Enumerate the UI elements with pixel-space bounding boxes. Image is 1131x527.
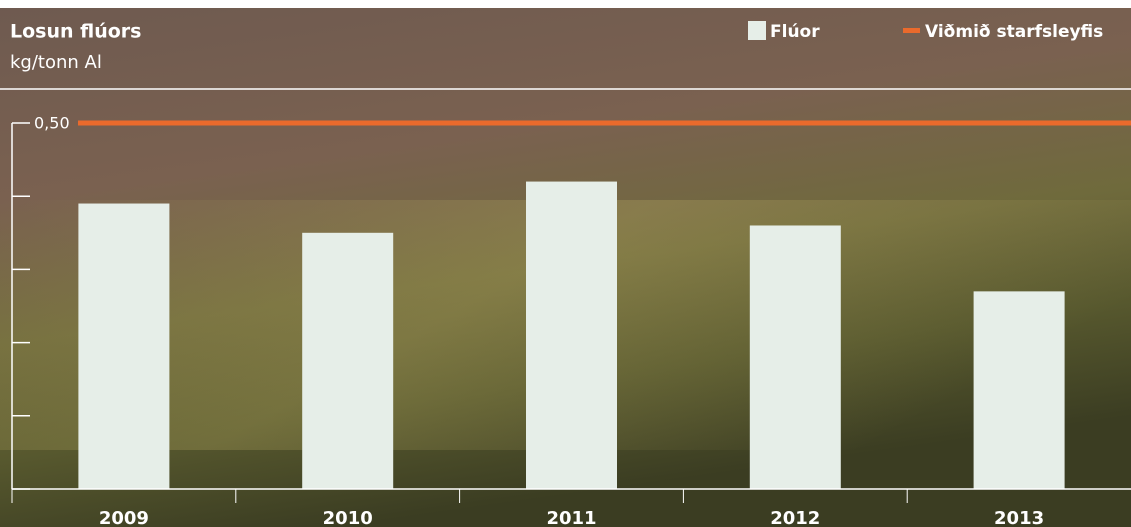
chart-subtitle: kg/tonn Al [10, 52, 102, 73]
chart: Losun flúors kg/tonn Al Flúor Viðmið sta… [0, 0, 1131, 527]
x-tick-label: 2009 [99, 508, 149, 527]
chart-title: Losun flúors [10, 21, 141, 43]
x-tick-label: 2012 [770, 508, 820, 527]
bar [302, 233, 393, 489]
bar [750, 225, 841, 489]
legend-swatch [748, 21, 766, 40]
legend-swatch [903, 28, 920, 33]
legend-label: Flúor [770, 22, 820, 42]
page: Losun flúors kg/tonn Al Flúor Viðmið sta… [0, 0, 1131, 527]
bar [526, 182, 617, 489]
bar [78, 204, 169, 489]
x-tick-label: 2010 [323, 508, 373, 527]
x-tick-label: 2011 [546, 508, 596, 527]
top-border [0, 0, 1131, 8]
legend-label: Viðmið starfsleyfis [925, 22, 1103, 42]
x-tick-label: 2013 [994, 508, 1044, 527]
y-tick-label: 0,50 [34, 114, 70, 133]
bar [974, 291, 1065, 489]
